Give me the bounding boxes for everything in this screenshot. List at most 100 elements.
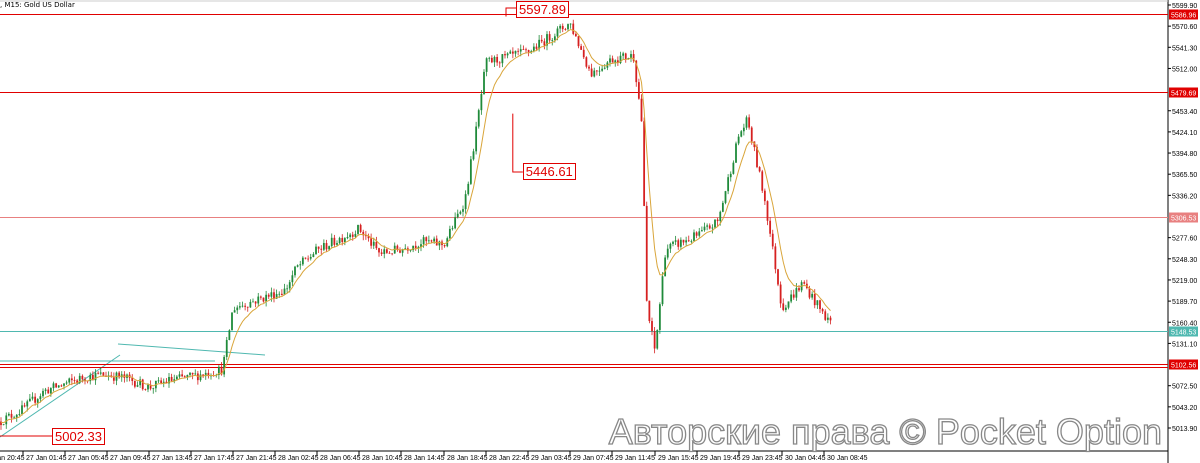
candle-body xyxy=(60,385,63,387)
candle-body xyxy=(469,159,472,184)
candle-body xyxy=(737,136,740,144)
candle-body xyxy=(178,374,181,377)
candle-body xyxy=(483,71,485,95)
candle-body xyxy=(624,53,627,59)
candle-body xyxy=(580,46,583,50)
y-tick-label: 5189.70 xyxy=(1172,299,1197,306)
candle-body xyxy=(517,50,520,52)
candle-body xyxy=(315,246,317,255)
candle-body xyxy=(39,396,42,400)
candle-body xyxy=(283,288,286,295)
y-tick-label: 5072.50 xyxy=(1172,384,1197,391)
candle-body xyxy=(91,374,94,381)
y-tick-label: 5453.40 xyxy=(1172,109,1197,116)
candle-body xyxy=(527,50,530,53)
candle-body xyxy=(826,317,829,320)
candle-body xyxy=(7,413,10,416)
candle-body xyxy=(782,303,785,310)
trend-line xyxy=(0,354,121,438)
candle-body xyxy=(228,330,231,340)
candle-body xyxy=(320,248,323,250)
candle-body xyxy=(637,82,640,99)
candle-body xyxy=(643,121,646,206)
candle-body xyxy=(819,300,821,310)
x-tick-label: 29 Jan 15:45 xyxy=(658,455,699,462)
candle-body xyxy=(572,23,575,34)
candle-body xyxy=(165,381,168,384)
candle-body xyxy=(635,60,638,83)
candle-body xyxy=(52,383,55,389)
candle-body xyxy=(496,57,499,63)
candle-body xyxy=(49,388,52,394)
candle-body xyxy=(0,421,2,426)
candle-body xyxy=(714,219,716,228)
candle-body xyxy=(388,252,391,254)
candle-body xyxy=(336,243,338,245)
candle-body xyxy=(70,378,73,381)
candle-body xyxy=(595,70,598,72)
candle-body xyxy=(614,60,617,63)
candle-body xyxy=(769,220,772,234)
candle-body xyxy=(112,376,115,381)
candle-body xyxy=(273,292,275,299)
candle-body xyxy=(763,190,766,202)
x-tick-label: 30 Jan 04:45 xyxy=(785,455,826,462)
candle-body xyxy=(15,414,18,418)
candle-body xyxy=(480,94,483,111)
candle-body xyxy=(367,236,370,239)
candle-body xyxy=(622,53,625,56)
candle-body xyxy=(36,399,39,403)
candle-body xyxy=(567,24,569,30)
candle-body xyxy=(401,249,404,253)
candle-body xyxy=(454,217,457,229)
candle-body xyxy=(385,249,388,253)
candle-body xyxy=(719,211,722,222)
candle-body xyxy=(378,248,380,253)
candle-body xyxy=(181,374,184,377)
candle-body xyxy=(21,405,23,415)
candle-body xyxy=(530,51,533,53)
candle-body xyxy=(168,376,170,384)
candle-body xyxy=(729,173,732,178)
candle-body xyxy=(73,380,76,381)
candle-body xyxy=(703,226,706,231)
candle-body xyxy=(338,237,341,244)
candle-body xyxy=(485,58,488,72)
moving-average-line xyxy=(0,28,831,424)
candle-body xyxy=(585,57,588,67)
candle-body xyxy=(787,301,790,308)
candle-body xyxy=(330,237,333,247)
candle-body xyxy=(301,257,304,265)
candle-body xyxy=(399,249,401,253)
candle-body xyxy=(511,51,514,54)
candle-body xyxy=(546,34,548,46)
candle-body xyxy=(94,372,97,381)
price-level-label: 5102.56 xyxy=(1171,363,1196,370)
candle-body xyxy=(131,377,134,382)
price-annotation: 5597.89 xyxy=(516,1,569,18)
candle-body xyxy=(582,49,585,58)
candle-body xyxy=(721,202,724,212)
watermark: Авторские права © Pocket Option xyxy=(608,411,1163,452)
candle-body xyxy=(317,246,320,249)
y-tick-label: 5336.20 xyxy=(1172,193,1197,200)
candle-body xyxy=(509,51,512,54)
candle-body xyxy=(522,49,525,50)
candle-body xyxy=(430,240,433,242)
x-tick-label: 29 Jan 03:45 xyxy=(531,455,572,462)
candle-body xyxy=(427,240,430,242)
candle-body xyxy=(149,384,152,389)
x-tick-label: 28 Jan 10:45 xyxy=(362,455,403,462)
candle-body xyxy=(23,405,26,407)
candle-body xyxy=(477,110,480,127)
x-tick-label: 27 Jan 05:45 xyxy=(68,455,109,462)
candle-body xyxy=(267,294,270,297)
candle-body xyxy=(632,54,635,61)
candle-body xyxy=(601,68,604,71)
candle-body xyxy=(380,252,383,254)
candle-body xyxy=(217,366,220,375)
candle-body xyxy=(173,379,176,381)
candle-body xyxy=(677,240,680,247)
candle-body xyxy=(750,127,753,142)
